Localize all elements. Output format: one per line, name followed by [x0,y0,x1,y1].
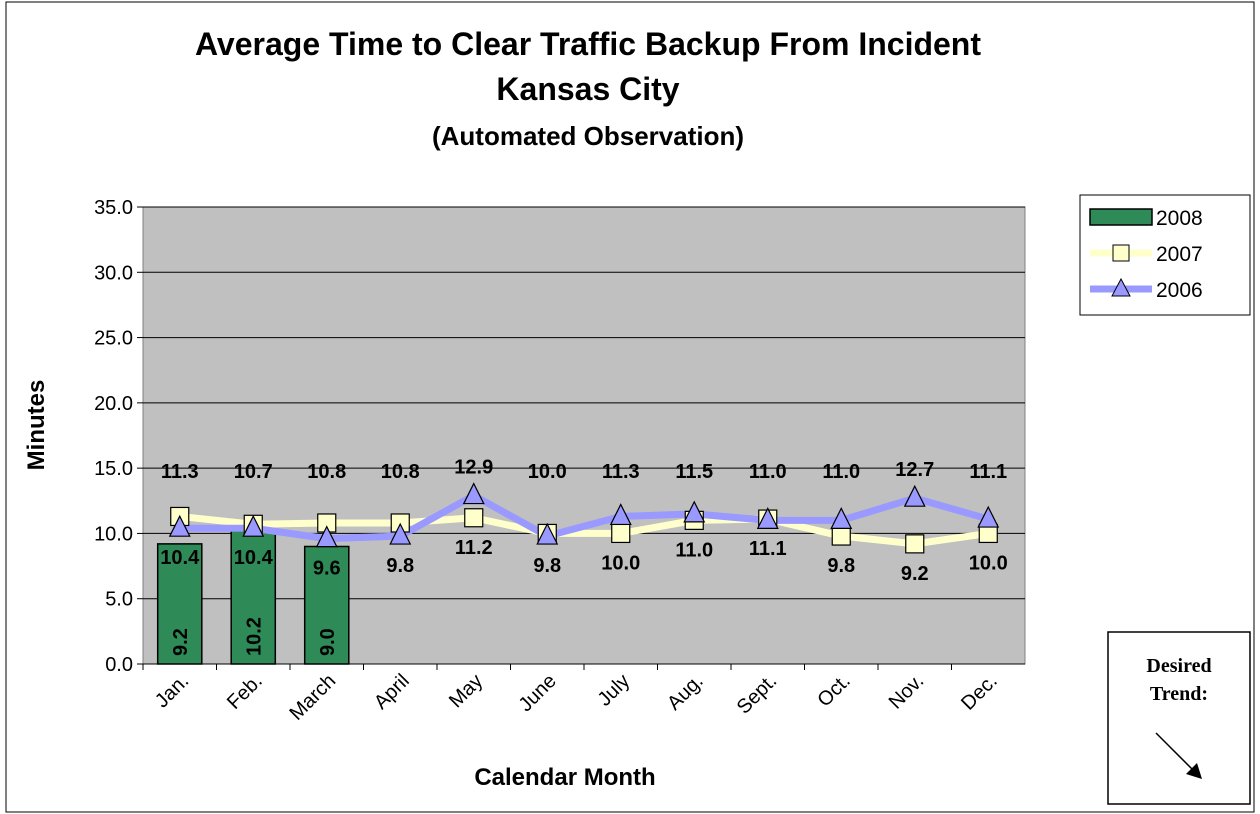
bar-label: 10.2 [243,617,265,656]
trend-arrow-head [1186,763,1202,779]
marker [315,525,338,548]
data-label: 10.8 [381,461,420,483]
y-tick-label: 30.0 [94,262,133,284]
data-label: 10.0 [528,461,567,483]
y-axis-label: Minutes [23,380,50,471]
marker [168,514,191,537]
data-label: 10.0 [969,552,1008,574]
data-label: 11.1 [749,538,787,560]
marker [831,526,851,546]
y-tick-label: 5.0 [105,589,133,611]
trend-arrow [1155,732,1197,774]
data-label: 12.7 [895,459,934,481]
marker [977,505,1000,528]
data-label: 9.8 [533,555,561,577]
marker [683,500,706,523]
marker [536,522,559,545]
legend-marker [1111,277,1131,297]
data-label: 10.7 [234,461,273,483]
data-label: 9.8 [827,555,855,577]
legend-label: 2006 [1156,279,1203,302]
bar [230,530,277,665]
data-label: 11.1 [969,461,1007,483]
chart-title: Average Time to Clear Traffic Backup Fro… [195,26,981,62]
marker [903,484,926,507]
plot-area [142,206,1026,665]
marker [462,482,485,505]
data-label: 9.2 [901,563,929,585]
data-label: 10.4 [160,547,200,569]
annotation: Trend: [1150,683,1208,705]
marker [611,523,631,544]
data-label: 9.6 [313,558,341,580]
data-label: 11.0 [822,461,860,483]
marker [756,507,779,529]
data-label: 10.8 [307,461,346,483]
legend-swatch [1089,208,1153,226]
marker [389,522,412,545]
legend-marker [1112,244,1130,262]
bar [303,545,350,665]
bar [156,543,203,665]
y-tick-label: 15.0 [94,458,133,480]
data-label: 9.8 [386,555,414,577]
x-axis-label: Calendar Month [474,764,655,791]
data-label: 11.3 [161,461,199,483]
bar-label: 9.0 [317,628,339,656]
data-label: 10.0 [601,552,640,574]
legend-label: 2008 [1156,207,1203,230]
data-label: 11.3 [602,461,640,483]
marker [830,507,853,529]
series-line [179,512,989,548]
marker [609,503,632,526]
data-label: 11.0 [749,461,787,483]
marker [464,508,484,528]
chart-subtitle: (Automated Observation) [432,121,744,151]
data-label: 11.2 [455,537,493,559]
bar-label: 9.2 [170,628,192,656]
y-tick-label: 35.0 [94,197,133,219]
y-tick-label: 25.0 [94,328,133,350]
y-tick-label: 10.0 [94,523,133,545]
annotation-box [1107,631,1251,805]
annotation: Desired [1146,655,1211,677]
marker [242,514,265,537]
data-label: 10.4 [234,547,274,569]
chart-subtitle: Kansas City [496,71,679,107]
marker [905,534,925,554]
data-label: 12.9 [454,457,493,479]
series-line [179,492,990,543]
data-label: 11.0 [675,539,713,561]
data-label: 11.5 [675,461,713,483]
y-tick-label: 0.0 [105,654,133,676]
legend-label: 2007 [1156,243,1203,266]
y-tick-label: 20.0 [94,393,133,415]
